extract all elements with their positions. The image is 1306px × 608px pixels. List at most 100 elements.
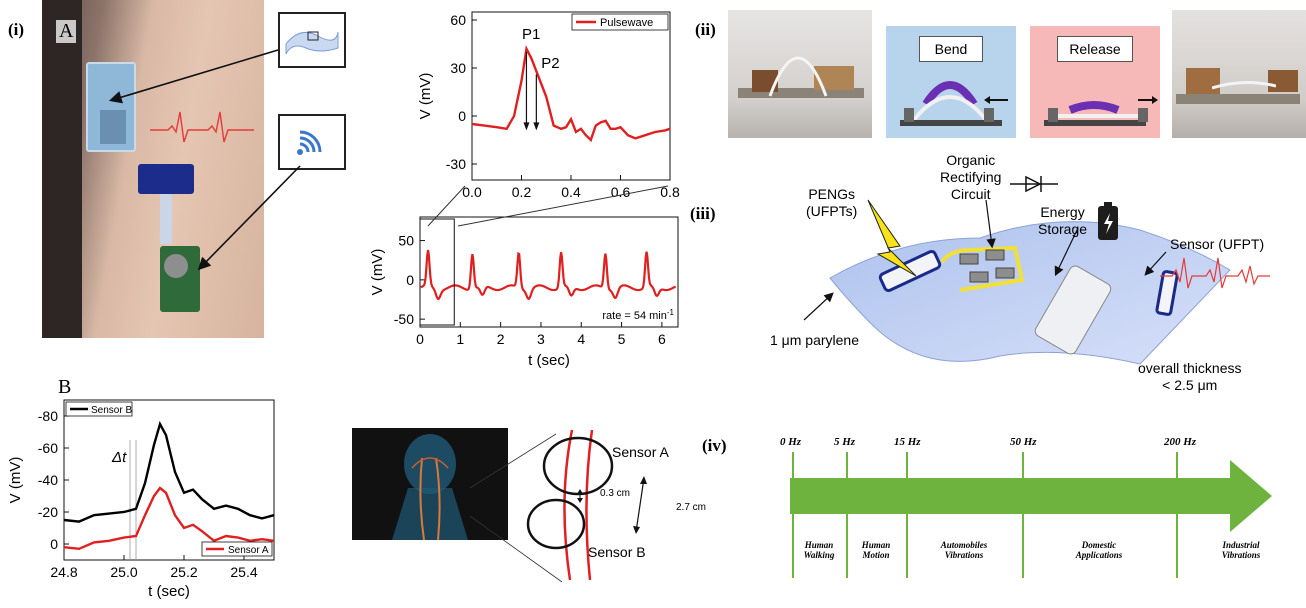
legend-b-label: Sensor B [91,405,132,416]
frequency-timeline: 0 Hz Human Walking 5 Hz Human Motion 15 Hz Auto… [760,430,1306,608]
pulse-train-line [420,249,677,301]
bent-film [768,56,828,97]
frequency-region-line: Vibrations [1221,550,1261,560]
x-tick-label: 0.0 [462,184,482,200]
legend-b-box [65,401,133,417]
x-tick-label: 25.4 [230,564,257,580]
x-tick-label: 0 [416,331,424,347]
release-rig-base [1176,94,1300,104]
organic-line-2: Rectifying [940,169,1002,185]
release-schematic: Release [1030,26,1160,138]
distance-label: 2.7 cm [676,502,707,513]
bend-mechanism-icon [900,81,1008,126]
y-tick-label: -20 [38,504,58,520]
sensor-patch-core [100,110,126,144]
legend-label: Pulsewave [600,17,653,29]
wireless-module [138,164,194,194]
y-tick-label: -50 [394,311,414,327]
parylene-label: 1 μm parylene [770,332,859,348]
panel-iii-label: (iii) [690,204,716,223]
diode-icon [1010,175,1058,193]
y-axis-label: V (mV) [369,249,386,296]
p2-label: P2 [541,55,559,72]
release-photo-right [1172,10,1306,138]
sensor-ab-chart: 24.8 25.0 25.2 25.4 -80 -60 -40 -20 0 V (mV) t (se… [7,399,275,600]
organic-label: Organic Rectifying Circuit [940,152,1001,203]
p2-arrowhead [533,122,540,131]
y-tick-label: 0 [50,536,58,552]
frequency-region-line: Human [861,540,891,550]
sensor-ufpt-device [1155,270,1179,316]
subpanel-a-label: A [56,20,77,43]
legend-box [571,13,669,31]
lightning-icon [867,199,917,277]
x-tick-label: 24.8 [50,564,77,580]
y-tick-label: -80 [38,408,58,424]
panel-i-label: (i) [8,20,25,39]
sensor-output-trace [1160,257,1270,289]
sensor-b-label: Sensor B [588,544,646,560]
pulsewave-frame [471,11,671,181]
zoom-connector [427,185,669,227]
anatomy-photo [352,428,508,540]
y-tick-label: 30 [450,60,466,76]
release-rig-clamp [1186,68,1220,94]
hair-shadow [42,0,82,338]
energy-storage-cell [1034,265,1112,355]
sensor-a-line [63,486,275,551]
frequency-tick-label: 0 Hz [780,436,802,448]
sensor-inset-box [278,12,346,68]
frequency-tick-label: 50 Hz [1010,436,1037,448]
x-axis-label: t (sec) [148,583,190,600]
x-tick-label: 6 [658,331,666,347]
y-axis-label: V (mV) [7,457,24,504]
y-tick-label: 60 [450,12,466,28]
x-tick-label: 0.4 [561,184,581,200]
frequency-arrow-head [1230,460,1272,532]
zoom-window [419,218,455,326]
x-tick-label: 5 [618,331,626,347]
x-tick-label: 0.8 [660,184,680,200]
rate-annotation: rate = 54 min-1 [602,308,674,322]
thickness-line-1: overall thickness [1138,360,1242,376]
x-tick-label: 2 [497,331,505,347]
sensor-ufpt-label: Sensor (UFPT) [1170,236,1265,252]
frequency-tick-label: 200 Hz [1164,436,1197,448]
y-tick-label: -60 [38,440,58,456]
pengs-line-2: (UFPTs) [806,203,858,219]
energy-system-schematic [803,175,1270,365]
organic-line-1: Organic [946,152,996,168]
sensor-ab-plot-area: 24.8 25.0 25.2 25.4 -80 -60 -40 -20 0 V (mV) t (se… [7,399,275,600]
frequency-divider [906,452,908,578]
thickness-label: overall thickness < 2.5 μm [1138,360,1242,394]
y-axis-label: V (mV) [417,73,434,120]
wireless-inset-box [278,114,346,170]
frequency-region-line: Domestic [1081,540,1117,550]
frequency-divider [1022,452,1024,578]
neck-photo: A [42,0,264,338]
ecg-trace-icon [150,111,254,143]
legend-a-label: Sensor A [228,545,269,556]
x-tick-label: 0.2 [512,184,532,200]
sensor-b-line [63,420,275,523]
p1-label: P1 [522,26,540,43]
frequency-divider [846,452,848,578]
frequency-region-line: Walking [803,550,835,560]
frequency-region-label: Industrial Vibrations [1178,540,1304,560]
bend-photo-left [728,10,872,138]
flexible-sheet-icon [285,31,339,55]
panel-ii-label: (ii) [695,20,716,39]
y-tick-label: 50 [398,233,414,249]
p1-arrowhead [523,122,530,131]
x-axis-label: t (sec) [528,352,570,369]
y-tick-label: -40 [38,472,58,488]
sensor-a-label: Sensor A [612,444,669,460]
test-rig-base [738,88,864,98]
x-tick-label: 4 [577,331,585,347]
frequency-arrow-shaft [790,478,1232,514]
delta-t-label: Δt [111,449,127,466]
y-tick-label: -30 [446,156,466,172]
